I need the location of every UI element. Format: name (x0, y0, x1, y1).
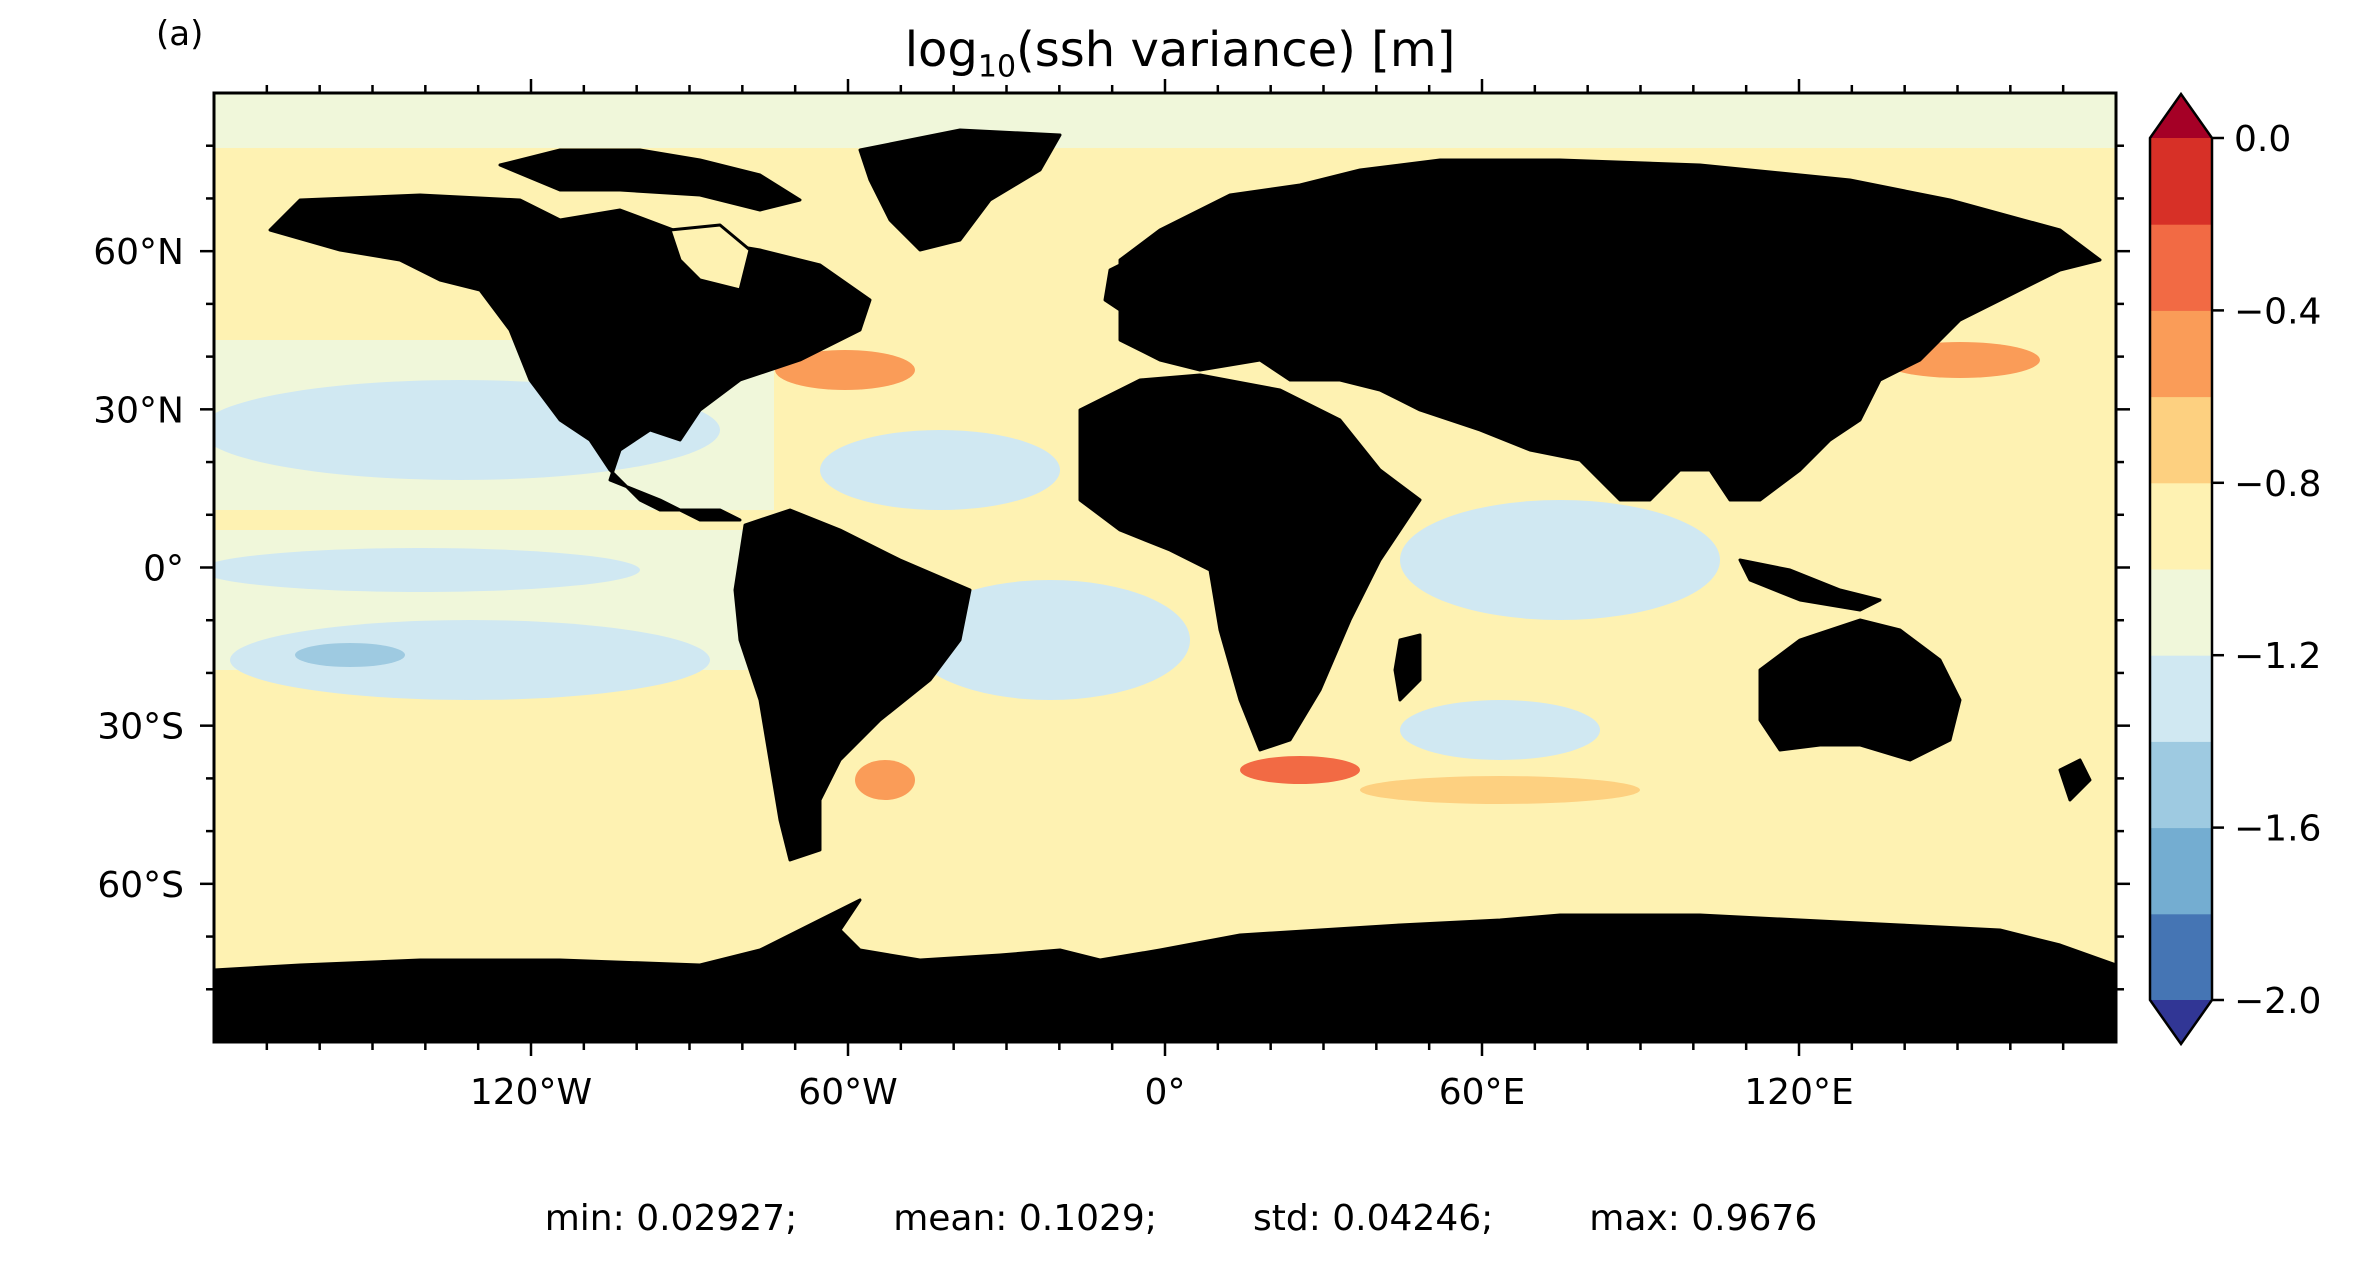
eurasia (1118, 158, 2102, 502)
south-america (733, 508, 972, 862)
title-prefix: log (904, 22, 978, 78)
lon-tick-label: 120°E (1744, 1072, 1853, 1113)
stat-mean: mean: 0.1029; (893, 1198, 1157, 1239)
indian-ocean-low-variance (1400, 500, 1720, 620)
title-suffix: (ssh variance) [m] (1016, 22, 1456, 78)
arctic-band (214, 93, 2116, 148)
stat-min: min: 0.02927; (544, 1198, 798, 1239)
africa (1078, 373, 1422, 752)
madagascar (1393, 633, 1422, 702)
indonesia (1738, 558, 1882, 612)
hudson-bay (668, 223, 752, 292)
north-atlantic-low-variance (820, 430, 1060, 510)
acc-high-variance (1360, 776, 1640, 804)
lat-tick-label: 30°N (93, 390, 184, 431)
lat-tick-label: 30°S (97, 707, 184, 748)
lat-tick-label: 60°S (97, 865, 184, 906)
stat-std: std: 0.04246; (1252, 1198, 1494, 1239)
colorbar-extend-max (2150, 94, 2212, 138)
colorbar-tick-label: −1.6 (2234, 809, 2321, 850)
colorbar-segment (2150, 913, 2212, 1001)
land-masses (214, 128, 2116, 1042)
lat-tick-label: 60°N (93, 232, 184, 273)
colorbar-segment (2150, 827, 2212, 915)
australia (1758, 618, 1962, 762)
arctic-islands (498, 148, 802, 212)
colorbar-segment (2150, 310, 2212, 398)
southern-ocean-band (214, 790, 2116, 850)
colorbar-segment (2150, 138, 2212, 225)
colorbar-segment (2150, 396, 2212, 484)
colorbar-segment (2150, 741, 2212, 829)
colorbar-segment (2150, 655, 2212, 742)
colorbar-segment (2150, 569, 2212, 656)
south-indian-low-variance (1400, 700, 1600, 760)
gulf-stream-high-variance (775, 350, 915, 390)
colorbar-tick-label: 0.0 (2234, 119, 2291, 160)
south-pacific-patch (295, 643, 405, 667)
panel-label: (a) (156, 14, 204, 54)
greenland (858, 128, 1062, 252)
japan (1903, 288, 1932, 362)
lon-tick-label: 120°W (470, 1072, 592, 1113)
colorbar-tick-label: −1.2 (2234, 636, 2321, 677)
colorbar-segment (2150, 482, 2212, 570)
uk-isles (1103, 258, 1142, 312)
equatorial-pacific-low-variance (214, 548, 640, 592)
agulhas-high-variance (1240, 756, 1360, 784)
figure-title: log10(ssh variance) [m] (780, 22, 1580, 85)
longitude-axis: 120°W 60°W 0° 60°E 120°E (265, 79, 2065, 1113)
colorbar-tick-label: −2.0 (2234, 981, 2321, 1022)
lat-tick-label: 0° (143, 549, 184, 590)
lon-tick-label: 0° (1145, 1072, 1186, 1113)
lon-tick-label: 60°E (1439, 1072, 1526, 1113)
colorbar-tick-label: −0.4 (2234, 291, 2321, 332)
title-subscript: 10 (977, 49, 1017, 85)
colorbar: 0.0 −0.4 −0.8 −1.2 −1.6 −2.0 (2148, 91, 2321, 1047)
antarctica (214, 898, 2116, 1042)
lon-tick-label: 60°W (798, 1072, 897, 1113)
south-pacific-low-variance (230, 620, 710, 700)
brazil-malvinas-high-variance (855, 760, 915, 800)
stat-max: max: 0.9676 (1589, 1198, 1818, 1239)
colorbar-segment (2150, 224, 2212, 311)
stats-summary: min: 0.02927; mean: 0.1029; std: 0.04246; m… (0, 1198, 2362, 1239)
colorbar-tick-label: −0.8 (2234, 464, 2321, 505)
latitude-axis: 60°N 30°N 0° 30°S 60°S (93, 144, 2130, 991)
map-plot-area (214, 93, 2116, 1042)
colorbar-extend-min (2150, 1000, 2212, 1044)
south-atlantic-low-variance (910, 580, 1190, 700)
new-zealand (2058, 758, 2092, 802)
